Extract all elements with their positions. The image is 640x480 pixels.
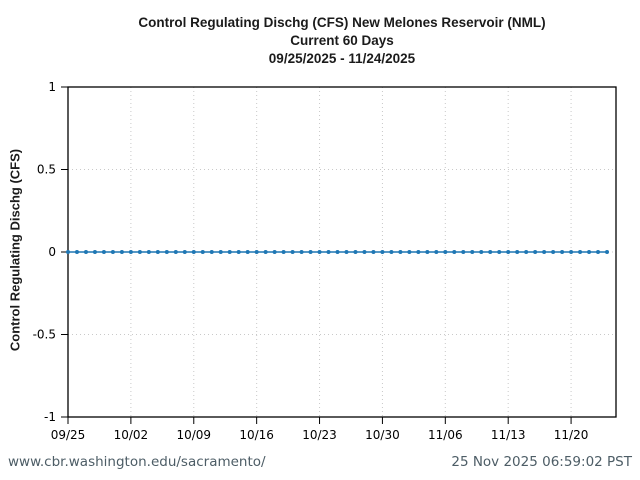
data-point: [398, 250, 403, 254]
x-tick-label: 11/13: [491, 428, 526, 442]
data-point: [290, 250, 295, 254]
y-tick-label: 1: [48, 80, 56, 94]
data-point: [533, 250, 538, 254]
data-point: [173, 250, 178, 254]
data-point: [416, 250, 421, 254]
chart-subtitle: Current 60 Days: [290, 33, 394, 48]
data-point: [101, 250, 106, 254]
data-point: [308, 250, 313, 254]
data-point: [596, 250, 601, 254]
data-point: [443, 250, 448, 254]
x-tick-label: 10/02: [114, 428, 149, 442]
x-tick-label: 10/09: [176, 428, 211, 442]
data-point: [92, 250, 97, 254]
x-tick-label: 10/30: [365, 428, 400, 442]
data-point: [83, 250, 88, 254]
data-point: [488, 250, 493, 254]
data-point: [254, 250, 259, 254]
data-point: [578, 250, 583, 254]
data-point: [605, 250, 610, 254]
y-tick-label: 0.5: [37, 163, 56, 177]
x-tick-label: 11/06: [428, 428, 463, 442]
data-point: [524, 250, 529, 254]
data-point: [74, 250, 79, 254]
data-point: [362, 250, 367, 254]
data-point: [299, 250, 304, 254]
data-point: [119, 250, 124, 254]
data-point: [506, 250, 511, 254]
y-tick-label: 0: [48, 245, 56, 259]
footer-timestamp: 25 Nov 2025 06:59:02 PST: [451, 454, 632, 470]
data-point: [515, 250, 520, 254]
data-point: [587, 250, 592, 254]
data-point: [380, 250, 385, 254]
data-point: [497, 250, 502, 254]
data-point: [227, 250, 232, 254]
data-point: [344, 250, 349, 254]
data-point: [434, 250, 439, 254]
data-point: [389, 250, 394, 254]
title-block: Control Regulating Dischg (CFS) New Melo…: [68, 14, 616, 68]
data-point: [200, 250, 205, 254]
data-point: [353, 250, 358, 254]
chart-title: Control Regulating Dischg (CFS) New Melo…: [138, 15, 546, 30]
data-point: [470, 250, 475, 254]
footer: www.cbr.washington.edu/sacramento/ 25 No…: [8, 454, 632, 470]
data-point: [66, 250, 70, 254]
data-point: [164, 250, 169, 254]
data-point: [110, 250, 115, 254]
data-point: [236, 250, 241, 254]
x-tick-label: 10/16: [239, 428, 274, 442]
data-point: [191, 250, 196, 254]
data-point: [218, 250, 223, 254]
data-point: [461, 250, 466, 254]
data-point: [245, 250, 250, 254]
footer-url: www.cbr.washington.edu/sacramento/: [8, 454, 266, 470]
x-tick-label: 10/23: [302, 428, 337, 442]
data-point: [326, 250, 331, 254]
data-point: [425, 250, 430, 254]
data-point: [542, 250, 547, 254]
data-point: [263, 250, 268, 254]
data-point: [128, 250, 133, 254]
data-point: [155, 250, 160, 254]
data-point: [371, 250, 376, 254]
data-point: [569, 250, 574, 254]
x-tick-label: 09/25: [51, 428, 86, 442]
y-tick-label: -1: [44, 410, 56, 424]
data-point: [272, 250, 277, 254]
data-point: [137, 250, 142, 254]
data-point: [317, 250, 322, 254]
data-point: [209, 250, 214, 254]
data-point: [281, 250, 286, 254]
x-tick-label: 11/20: [554, 428, 589, 442]
data-point: [479, 250, 484, 254]
y-tick-label: -0.5: [33, 328, 56, 342]
data-point: [452, 250, 457, 254]
data-point: [182, 250, 187, 254]
data-point: [335, 250, 340, 254]
data-point: [146, 250, 151, 254]
data-point: [407, 250, 412, 254]
chart-date-range: 09/25/2025 - 11/24/2025: [268, 51, 416, 66]
data-point: [560, 250, 565, 254]
data-point: [551, 250, 556, 254]
